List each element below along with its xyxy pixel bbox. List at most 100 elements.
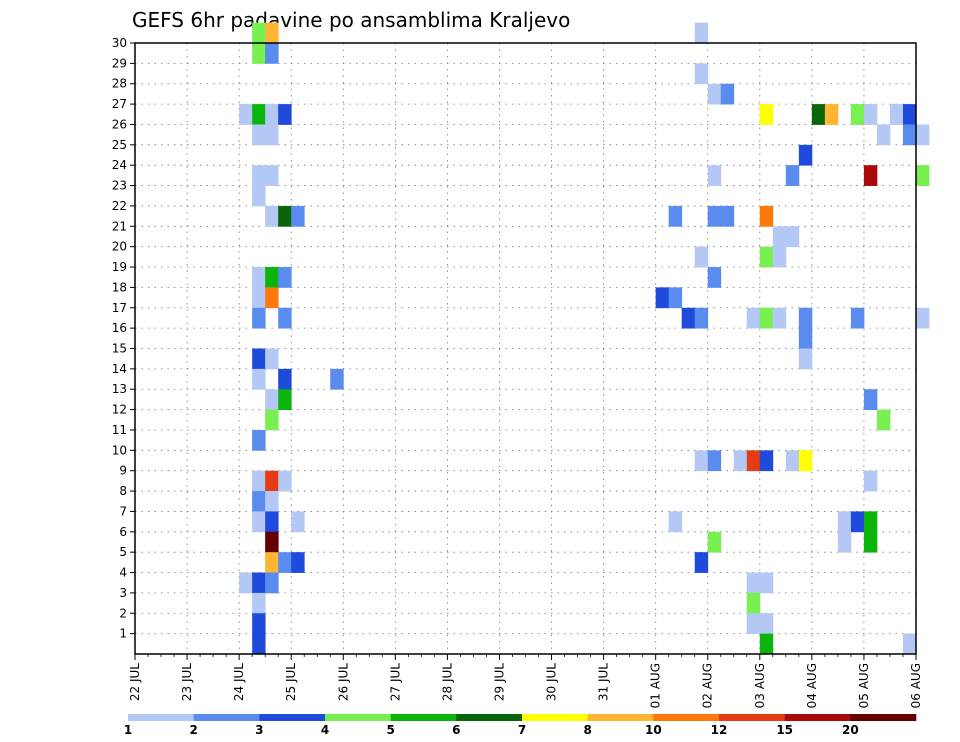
ensemble-cell <box>681 307 696 329</box>
legend-swatch <box>456 714 523 721</box>
y-tick-label: 19 <box>112 260 127 274</box>
ensemble-cell <box>252 572 266 594</box>
ensemble-cell <box>876 124 891 146</box>
ensemble-cell <box>772 246 787 268</box>
ensemble-cell <box>278 470 292 492</box>
ensemble-cell <box>798 348 813 370</box>
ensemble-cell <box>265 511 279 533</box>
ensemble-cell <box>265 389 279 410</box>
ensemble-cell <box>252 429 266 451</box>
legend-swatch <box>784 714 851 721</box>
y-tick-label: 8 <box>119 484 127 498</box>
ensemble-cell <box>746 572 761 594</box>
ensemble-cell <box>772 226 787 248</box>
ensemble-cell <box>707 83 722 105</box>
y-tick-label: 9 <box>119 464 127 478</box>
y-tick-label: 15 <box>112 342 127 356</box>
ensemble-cell <box>252 613 266 635</box>
ensemble-cell <box>746 613 761 635</box>
y-tick-label: 3 <box>119 586 127 600</box>
ensemble-cell <box>798 328 813 349</box>
ensemble-cell <box>785 165 800 186</box>
legend-swatch <box>325 714 391 721</box>
y-tick-label: 22 <box>112 199 127 213</box>
x-axis-ticks: 22 JUL 23 JUL 24 JUL 25 JUL 26 JUL 27 JUL 28 J… <box>128 654 923 708</box>
ensemble-cell <box>902 633 917 655</box>
ensemble-cell <box>746 307 761 329</box>
y-tick-label: 30 <box>112 36 127 50</box>
x-tick-label: 24 JUL <box>232 663 246 701</box>
ensemble-cell <box>916 165 930 186</box>
ensemble-cell <box>694 450 709 472</box>
ensemble-cell <box>265 124 279 146</box>
ensemble-cell <box>252 633 266 655</box>
ensemble-cell <box>772 307 787 329</box>
ensemble-cell <box>252 307 266 329</box>
chart-title: GEFS 6hr padavine po ansamblima Kraljevo <box>132 8 570 32</box>
ensemble-cell <box>759 205 774 227</box>
y-tick-label: 23 <box>112 179 127 193</box>
y-tick-label: 14 <box>112 362 127 376</box>
ensemble-cell <box>291 552 305 573</box>
ensemble-cell <box>265 287 279 309</box>
ensemble-cell <box>824 104 839 125</box>
ensemble-cell <box>694 246 709 268</box>
legend-swatch <box>719 714 785 721</box>
ensemble-cell <box>265 572 279 594</box>
ensemble-cell <box>252 592 266 614</box>
ensemble-cell <box>876 409 891 431</box>
legend-swatch <box>522 714 588 721</box>
y-tick-label: 4 <box>119 566 127 580</box>
ensemble-cell <box>265 531 279 553</box>
ensemble-cell <box>798 450 813 472</box>
legend-swatch <box>653 714 720 721</box>
ensemble-cell <box>330 368 344 390</box>
legend-swatch <box>259 714 326 721</box>
ensemble-cell <box>746 592 761 614</box>
ensemble-cell <box>707 205 722 227</box>
legend-swatch <box>390 714 457 721</box>
legend-level-label: 4 <box>321 723 329 737</box>
ensemble-cell <box>785 226 800 248</box>
ensemble-cell <box>785 450 800 472</box>
ensemble-cell <box>811 104 826 125</box>
ensemble-cell <box>902 104 917 125</box>
ensemble-cell <box>668 287 683 309</box>
x-tick-label: 22 JUL <box>128 663 142 701</box>
ensemble-cell <box>850 104 865 125</box>
ensemble-cell <box>278 552 292 573</box>
color-legend: 1 2 3 4 5 6 7 8 10 12 15 20 <box>124 714 917 737</box>
y-tick-label: 7 <box>119 504 127 518</box>
ensemble-cell <box>252 511 266 533</box>
y-tick-label: 25 <box>112 138 127 152</box>
ensemble-cell <box>850 511 865 533</box>
ensemble-cell <box>265 205 279 227</box>
ensemble-cell <box>759 246 774 268</box>
y-tick-label: 24 <box>112 158 127 172</box>
ensemble-cell <box>278 205 292 227</box>
ensemble-cell <box>863 389 878 410</box>
y-axis-ticks: 1234567891011121314151617181920212223242… <box>112 36 135 641</box>
x-tick-label: 04 AUG <box>805 663 819 708</box>
ensemble-cell <box>265 22 279 44</box>
ensemble-cell <box>720 205 735 227</box>
x-tick-label: 30 JUL <box>545 663 559 701</box>
ensemble-cell <box>252 287 266 309</box>
legend-level-label: 1 <box>124 723 132 737</box>
y-tick-label: 28 <box>112 77 127 91</box>
y-tick-label: 5 <box>119 545 127 559</box>
ensemble-cell <box>746 450 761 472</box>
ensemble-cell <box>720 83 735 105</box>
ensemble-cell <box>837 511 852 533</box>
ensemble-cell <box>798 144 813 166</box>
x-tick-label: 01 AUG <box>649 663 663 708</box>
ensemble-cell <box>759 307 774 329</box>
ensemble-cell <box>278 267 292 288</box>
x-tick-label: 26 JUL <box>336 663 350 701</box>
ensemble-cell <box>252 43 266 64</box>
ensemble-cell <box>863 531 878 553</box>
ensemble-cell <box>759 104 774 125</box>
ensemble-cell <box>798 307 813 329</box>
ensemble-cell <box>902 124 917 146</box>
